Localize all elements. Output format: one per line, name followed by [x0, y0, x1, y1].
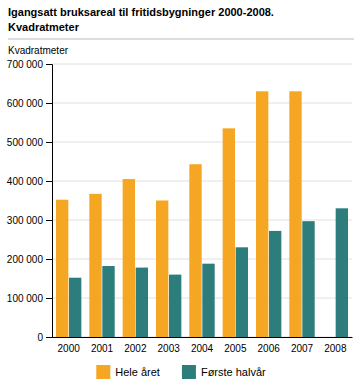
x-tick-label: 2003	[158, 343, 181, 354]
y-tick: 200 000	[7, 254, 52, 265]
y-axis-line	[46, 65, 53, 338]
y-tick-mark	[46, 298, 52, 299]
x-tick: 2002	[124, 343, 147, 354]
y-tick: 600 000	[7, 98, 52, 109]
subtitle: Kvadratmeter	[8, 21, 80, 33]
legend: Hele året Første halvår	[96, 365, 266, 379]
y-tick-label: 600 000	[7, 98, 44, 109]
x-tick: 2008	[324, 343, 347, 354]
y-tick-label: 500 000	[7, 137, 44, 148]
x-tick-label: 2002	[124, 343, 147, 354]
bar	[102, 266, 114, 337]
x-tick: 2005	[224, 343, 247, 354]
bar	[136, 268, 148, 337]
legend-label: Første halvår	[201, 366, 266, 378]
grid-line	[52, 181, 352, 182]
x-tick-label: 2004	[191, 343, 214, 354]
x-tick-label: 2008	[324, 343, 347, 354]
y-tick: 100 000	[7, 293, 52, 304]
chart: Igangsatt bruksareal til fritidsbygninge…	[0, 0, 362, 389]
grid-line	[52, 103, 352, 104]
x-axis-line	[53, 337, 353, 338]
grid-line	[52, 142, 352, 143]
x-tick: 2004	[191, 343, 214, 354]
grid	[52, 64, 352, 337]
bar-series	[56, 91, 302, 337]
bar-series	[69, 208, 348, 337]
y-tick-label: 200 000	[7, 254, 44, 265]
x-tick-label: 2006	[258, 343, 281, 354]
y-tick-mark	[46, 64, 52, 65]
bar	[236, 247, 248, 337]
y-tick-label: 400 000	[7, 176, 44, 187]
y-tick-mark	[46, 220, 52, 221]
x-tick: 2006	[258, 343, 281, 354]
y-tick-mark	[46, 103, 52, 104]
y-tick-mark	[46, 181, 52, 182]
legend-swatch	[96, 365, 110, 379]
x-tick: 2003	[158, 343, 181, 354]
y-tick-mark	[46, 142, 52, 143]
bar	[156, 201, 168, 338]
y-tick-label: 300 000	[7, 215, 44, 226]
bar	[223, 128, 235, 337]
x-tick-label: 2000	[58, 343, 81, 354]
legend-item: Første halvår	[182, 365, 266, 379]
x-tick-label: 2001	[91, 343, 114, 354]
title: Igangsatt bruksareal til fritidsbygninge…	[8, 6, 274, 18]
title-rule	[8, 39, 354, 40]
y-tick: 300 000	[7, 215, 52, 226]
bar	[69, 278, 81, 337]
y-tick: 500 000	[7, 137, 52, 148]
y-tick: 700 000	[7, 59, 52, 70]
x-tick: 2007	[291, 343, 314, 354]
x-tick: 2000	[58, 343, 81, 354]
y-tick-mark	[46, 259, 52, 260]
bar	[336, 208, 348, 337]
plot: 0 100 000 200 000 300 000 400 000 500 000 600 …	[7, 59, 353, 354]
bar	[123, 179, 135, 337]
grid-line	[52, 64, 352, 65]
x-tick: 2001	[91, 343, 114, 354]
y-tick-label: 0	[37, 332, 43, 343]
y-axis: 0 100 000 200 000 300 000 400 000 500 000 600 …	[7, 59, 53, 343]
legend-label: Hele året	[115, 366, 160, 378]
bar	[256, 91, 268, 337]
bar	[189, 164, 201, 337]
y-tick-label: 100 000	[7, 293, 44, 304]
bar	[302, 221, 314, 337]
y-axis-label: Kvadratmeter	[8, 45, 69, 56]
y-tick: 0	[37, 332, 52, 343]
legend-item: Hele året	[96, 365, 160, 379]
x-tick-label: 2005	[224, 343, 247, 354]
bar	[89, 194, 101, 337]
bar	[269, 231, 281, 337]
bar	[56, 200, 68, 337]
legend-swatch	[182, 365, 196, 379]
bar	[202, 264, 214, 337]
y-tick: 400 000	[7, 176, 52, 187]
x-tick-label: 2007	[291, 343, 314, 354]
bars	[56, 91, 348, 337]
bar	[169, 275, 181, 337]
y-tick-label: 700 000	[7, 59, 44, 70]
x-axis: 2000 2001 2002 2003 2004 2005 2006 2007 2008	[53, 338, 353, 355]
y-tick-mark	[46, 337, 52, 338]
bar	[289, 91, 301, 337]
